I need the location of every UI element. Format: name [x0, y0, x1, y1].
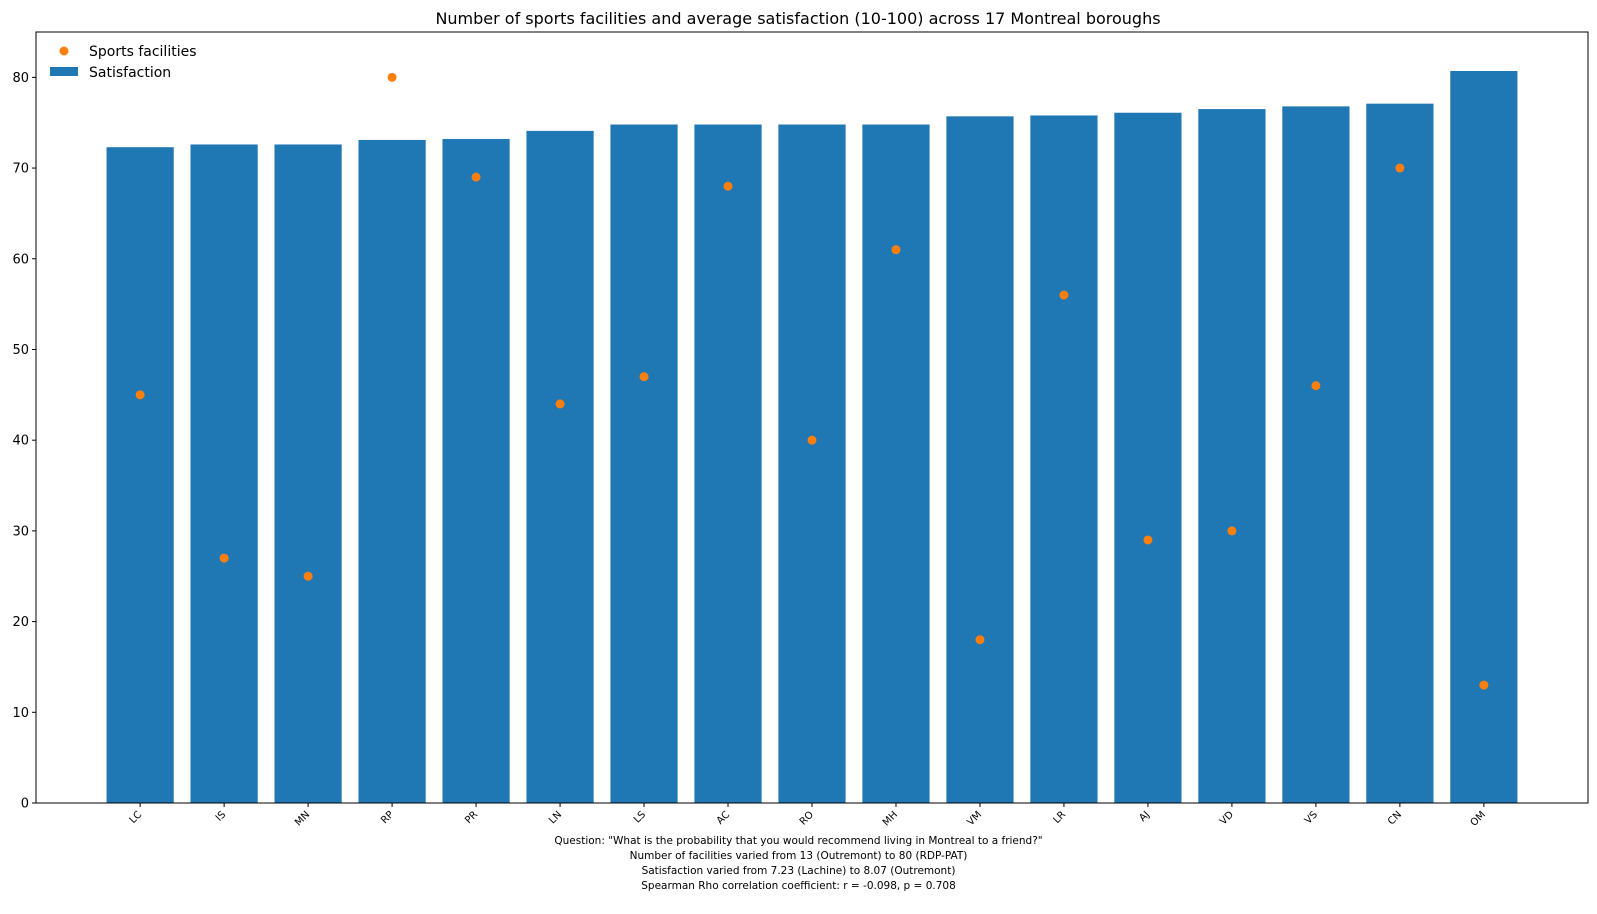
- bar-ls: [610, 124, 678, 803]
- point-lr: [1059, 290, 1069, 300]
- point-pr: [471, 172, 481, 182]
- x-tick-label-ro: RO: [798, 809, 816, 827]
- bar-rp: [358, 139, 426, 803]
- legend-label-satisfaction: Satisfaction: [89, 65, 171, 81]
- bar-vm: [946, 116, 1014, 804]
- caption-facilities-range: Number of facilities varied from 13 (Out…: [629, 850, 968, 862]
- point-mh: [891, 245, 901, 255]
- point-cn: [1395, 163, 1405, 173]
- point-vm: [975, 635, 985, 645]
- legend-label-sports-facilities: Sports facilities: [89, 44, 197, 60]
- point-aj: [1143, 535, 1153, 545]
- x-tick-label-cn: CN: [1386, 809, 1404, 827]
- bar-ln: [526, 130, 594, 804]
- y-tick-label: 50: [12, 343, 29, 358]
- point-om: [1479, 680, 1489, 690]
- y-tick-label: 40: [12, 434, 29, 449]
- point-ln: [555, 399, 565, 409]
- x-tick-label-vm: VM: [965, 809, 984, 828]
- points-group: [135, 72, 1489, 690]
- point-is: [219, 553, 229, 563]
- point-ls: [639, 372, 649, 382]
- y-tick-label: 80: [12, 71, 29, 86]
- x-tick-label-vs: VS: [1303, 809, 1320, 826]
- x-tick-label-pr: PR: [463, 809, 480, 826]
- x-tick-label-ac: AC: [715, 809, 732, 826]
- x-tick-label-aj: AJ: [1137, 809, 1152, 824]
- bar-mh: [862, 124, 930, 803]
- bar-vd: [1198, 109, 1266, 804]
- legend-marker-satisfaction: [50, 67, 78, 76]
- x-tick-label-mh: MH: [881, 809, 900, 828]
- point-vd: [1227, 526, 1237, 536]
- y-tick-label: 10: [12, 706, 29, 721]
- x-axis: LC IS MN RP PR LN LS AC RO MH VM LR AJ VD VS CN OM: [128, 803, 1488, 829]
- bar-lr: [1030, 115, 1098, 804]
- caption-satisfaction-range: Satisfaction varied from 7.23 (Lachine) …: [641, 865, 956, 877]
- chart-title: Number of sports facilities and average …: [435, 9, 1160, 28]
- bar-mn: [274, 144, 342, 804]
- x-tick-label-ls: LS: [632, 809, 648, 825]
- point-rp: [387, 72, 397, 82]
- bar-cn: [1366, 103, 1434, 803]
- x-tick-label-lc: LC: [128, 809, 145, 826]
- x-tick-label-rp: RP: [379, 809, 396, 826]
- point-ac: [723, 181, 733, 191]
- legend: Sports facilities Satisfaction: [50, 44, 197, 81]
- legend-marker-sports-facilities: [59, 46, 69, 56]
- caption-correlation: Spearman Rho correlation coefficient: r …: [641, 880, 956, 892]
- y-tick-label: 30: [12, 524, 29, 539]
- x-tick-label-is: IS: [214, 809, 228, 823]
- y-axis: 0 10 20 30 40 50 60 70 80: [12, 71, 36, 812]
- bar-om: [1450, 71, 1518, 803]
- y-tick-label: 0: [21, 797, 29, 812]
- x-tick-label-om: OM: [1469, 809, 1488, 828]
- bar-ac: [694, 124, 762, 803]
- point-ro: [807, 435, 817, 445]
- point-vs: [1311, 381, 1321, 391]
- bars-group: [106, 71, 1518, 804]
- bar-lc: [106, 147, 174, 803]
- x-tick-label-mn: MN: [293, 809, 312, 828]
- bar-pr: [442, 139, 510, 803]
- bar-vs: [1282, 106, 1350, 803]
- y-tick-label: 20: [12, 615, 29, 630]
- y-tick-label: 60: [12, 252, 29, 267]
- y-tick-label: 70: [12, 162, 29, 177]
- x-tick-label-ln: LN: [547, 809, 564, 826]
- x-tick-label-vd: VD: [1218, 809, 1236, 827]
- bar-ro: [778, 124, 846, 803]
- point-mn: [303, 571, 313, 581]
- x-tick-label-lr: LR: [1051, 809, 1068, 826]
- caption-question: Question: "What is the probability that …: [554, 835, 1043, 847]
- bar-aj: [1114, 112, 1182, 804]
- bar-is: [190, 144, 258, 804]
- point-lc: [135, 390, 145, 400]
